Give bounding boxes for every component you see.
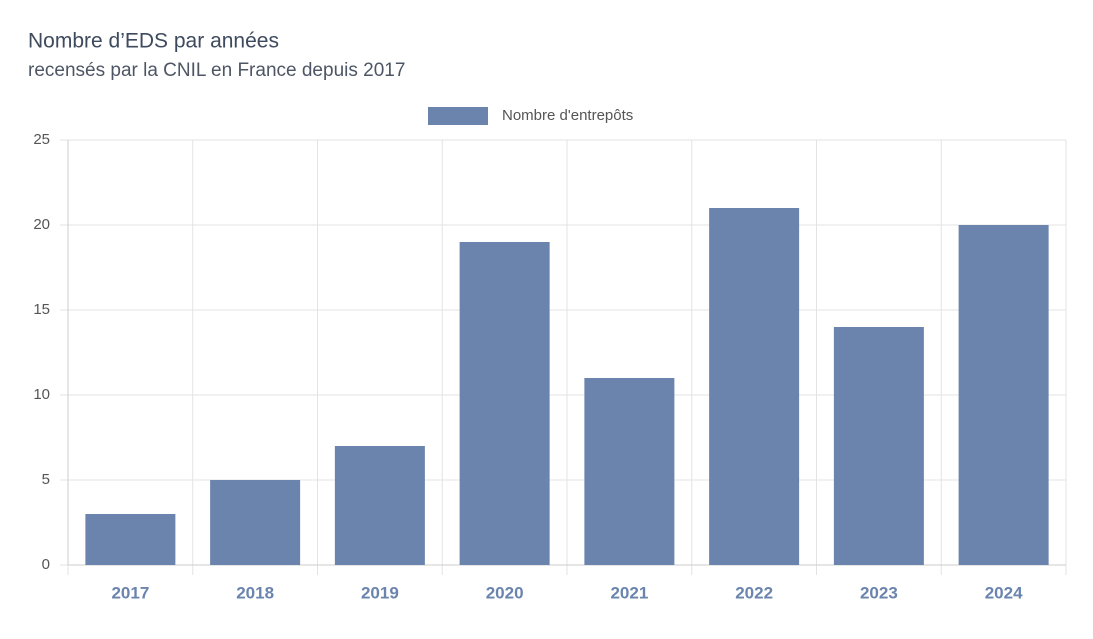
bar	[709, 208, 800, 565]
y-tick-label: 15	[33, 301, 50, 318]
x-tick-label: 2021	[610, 583, 648, 602]
x-tick-label: 2019	[361, 583, 399, 602]
legend-swatch	[428, 107, 488, 125]
bar	[459, 242, 550, 565]
chart-subtitle: recensés par la CNIL en France depuis 20…	[28, 60, 405, 81]
y-tick-label: 20	[33, 216, 50, 233]
x-tick-label: 2018	[236, 583, 274, 602]
x-tick-label: 2024	[985, 583, 1023, 602]
chart-title: Nombre d’EDS par années	[28, 30, 279, 53]
bar	[85, 514, 176, 565]
y-tick-label: 10	[33, 386, 50, 403]
y-tick-label: 5	[42, 471, 50, 488]
x-tick-label: 2022	[735, 583, 773, 602]
legend-label: Nombre d'entrepôts	[502, 107, 633, 124]
x-tick-label: 2017	[111, 583, 149, 602]
x-tick-label: 2023	[860, 583, 898, 602]
bar	[958, 225, 1049, 565]
y-tick-label: 0	[42, 556, 50, 573]
x-tick-label: 2020	[486, 583, 524, 602]
bar	[584, 378, 675, 565]
y-tick-label: 25	[33, 131, 50, 148]
bar	[833, 327, 924, 565]
bar	[210, 480, 301, 565]
bar	[334, 446, 425, 565]
